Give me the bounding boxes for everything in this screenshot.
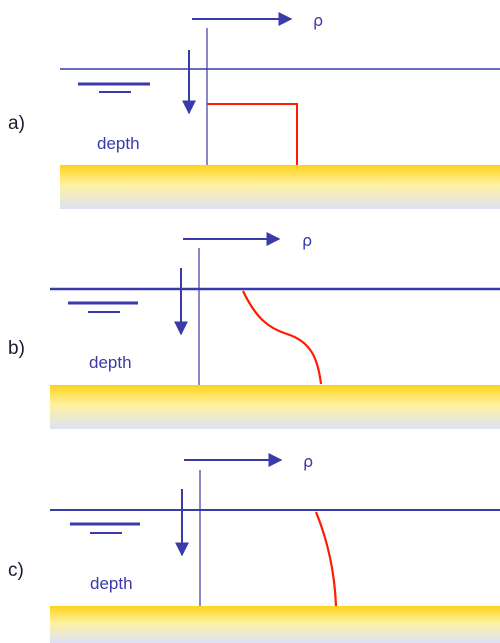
density-profile — [242, 290, 323, 385]
panel-label: a) — [8, 113, 25, 134]
panel-a: a) ρ depth — [8, 11, 500, 209]
rho-label: ρ — [303, 452, 313, 471]
panel-label: b) — [8, 338, 25, 359]
depth-label: depth — [89, 353, 132, 372]
density-profile — [314, 511, 338, 607]
panel-b: b) ρ depth — [8, 231, 500, 429]
panel-c: c) ρ depth — [8, 452, 500, 643]
density-profile — [207, 103, 298, 165]
depth-label: depth — [97, 134, 140, 153]
panel-label: c) — [8, 560, 24, 581]
water-level-icon — [68, 301, 138, 313]
depth-label: depth — [90, 574, 133, 593]
sediment-bed — [50, 606, 500, 643]
rho-label: ρ — [302, 231, 312, 250]
water-level-icon — [70, 522, 140, 534]
water-level-icon — [78, 82, 150, 93]
sediment-bed — [50, 385, 500, 429]
sediment-bed — [60, 165, 500, 209]
rho-label: ρ — [313, 11, 323, 30]
